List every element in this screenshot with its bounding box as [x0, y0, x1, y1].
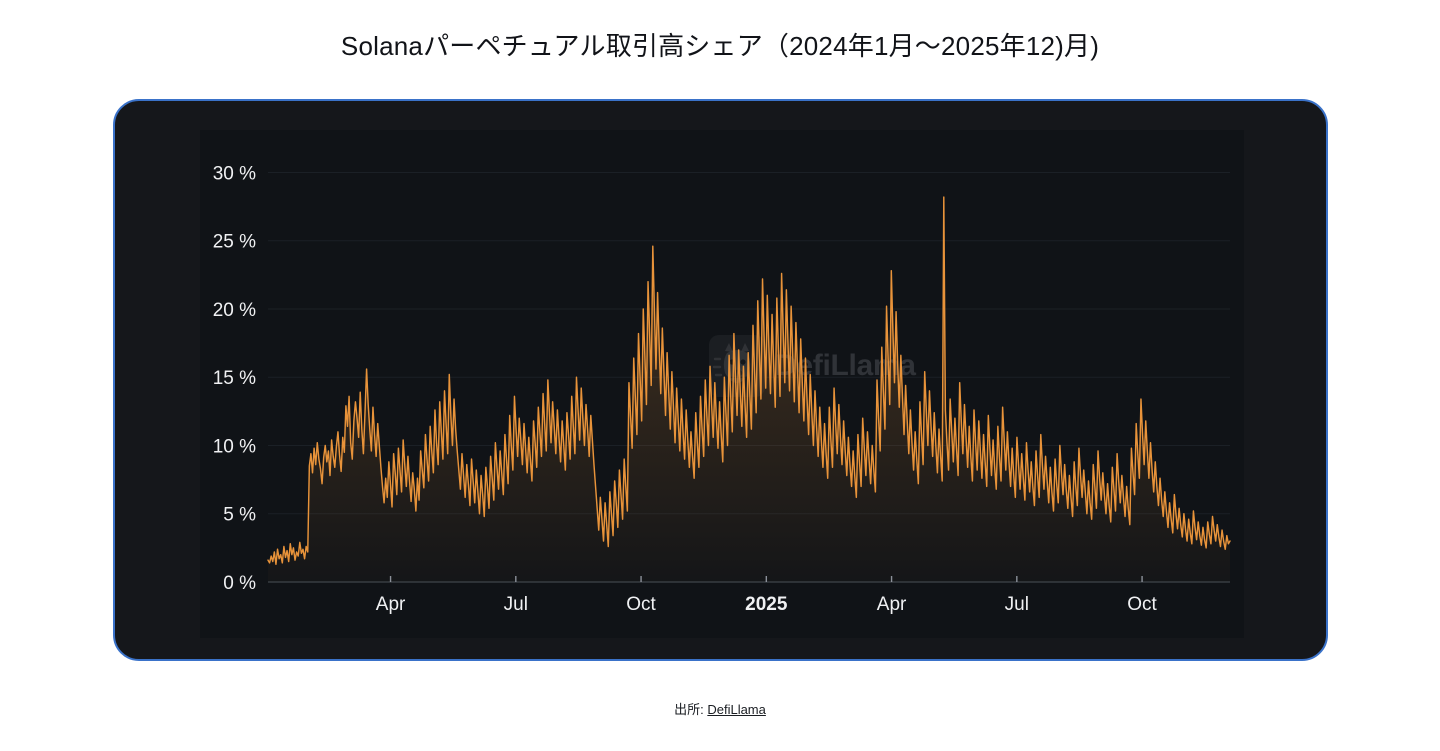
y-tick-label: 25 %	[213, 232, 256, 253]
x-tick-label: Apr	[877, 594, 907, 615]
chart-plot-area[interactable]: DefiLlama 0 % 5 % 10 % 15 % 20 % 25 % 30 % Apr…	[200, 130, 1244, 638]
y-axis-tick-labels: 0 % 5 % 10 % 15 % 20 % 25 % 30 %	[213, 163, 256, 594]
chart-svg: 0 % 5 % 10 % 15 % 20 % 25 % 30 % Apr Jul Oct 2025…	[213, 163, 1231, 615]
x-axis-tick-labels: Apr Jul Oct 2025 Apr Jul Oct	[376, 594, 1158, 615]
source-note: 出所: DefiLlama	[0, 699, 1440, 718]
x-tick-label: Apr	[376, 594, 406, 615]
chart-axis	[268, 576, 1230, 583]
y-tick-label: 30 %	[213, 163, 256, 184]
page-title: Solanaパーペチュアル取引高シェア（2024年1月〜2025年12)月)	[340, 31, 1100, 61]
source-link[interactable]: DefiLlama	[707, 702, 766, 717]
x-tick-label: Oct	[1127, 594, 1157, 615]
y-tick-label: 5 %	[223, 505, 256, 526]
chart-card: DefiLlama 0 % 5 % 10 % 15 % 20 % 25 % 30 % Apr…	[113, 99, 1328, 661]
y-tick-label: 15 %	[213, 368, 256, 389]
y-tick-label: 20 %	[213, 300, 256, 321]
x-tick-label: Oct	[626, 594, 656, 615]
chart-series-line	[267, 196, 1231, 565]
x-tick-label: 2025	[745, 594, 788, 615]
y-tick-label: 0 %	[223, 573, 256, 594]
x-tick-label: Jul	[504, 594, 528, 615]
y-tick-label: 10 %	[213, 436, 256, 457]
x-tick-label: Jul	[1005, 594, 1029, 615]
source-prefix: 出所:	[674, 702, 708, 717]
